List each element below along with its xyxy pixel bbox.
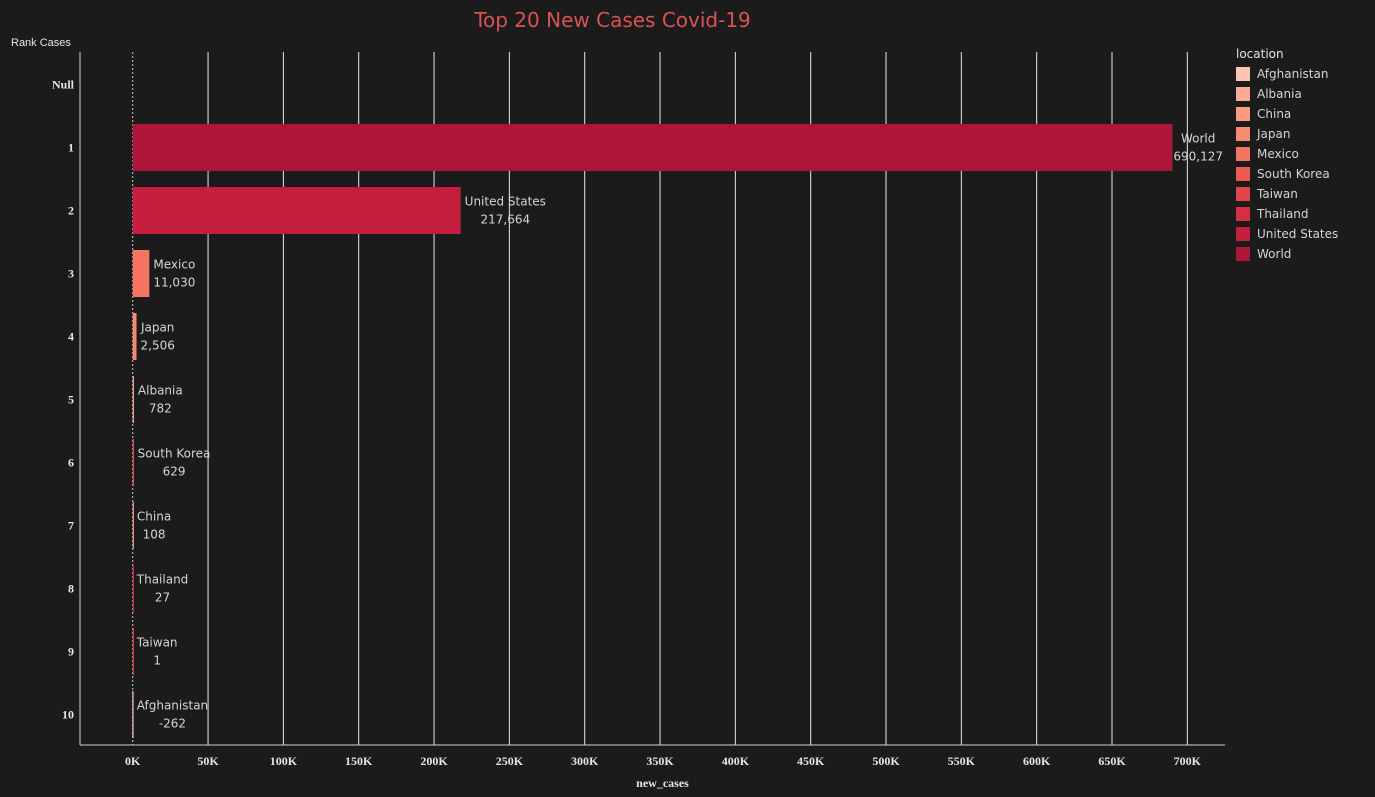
bar-albania[interactable] (132, 376, 134, 423)
x-axis: 0K 50K 100K 150K 200K 250K 300K 350K 400K 450K 500… (79, 52, 1225, 790)
bar-mexico[interactable] (132, 250, 150, 297)
bar-south-korea[interactable] (132, 439, 134, 486)
bar-value-label: 27 (155, 591, 170, 605)
legend-swatch (1236, 147, 1250, 161)
legend-swatch (1236, 67, 1250, 81)
legend-label: South Korea (1257, 167, 1330, 181)
x-tick-label: 650K (1098, 754, 1126, 768)
legend-item-mexico[interactable]: Mexico (1236, 144, 1338, 164)
rank-label: 2 (68, 204, 74, 218)
x-tick-label: 250K (496, 754, 524, 768)
legend-item-afghanistan[interactable]: Afghanistan (1236, 64, 1338, 84)
rank-label: 7 (68, 519, 74, 533)
legend: location Afghanistan Albania China Japan Mex… (1236, 47, 1338, 264)
bar-location-label: China (137, 510, 171, 524)
bar-location-label: Japan (140, 321, 174, 335)
legend-item-taiwan[interactable]: Taiwan (1236, 184, 1338, 204)
x-tick-label: 0K (125, 754, 141, 768)
chart-title: Top 20 New Cases Covid-19 (474, 8, 751, 32)
legend-label: Taiwan (1257, 187, 1298, 201)
legend-item-thailand[interactable]: Thailand (1236, 204, 1338, 224)
bar-value-label: 2,506 (141, 339, 175, 353)
legend-item-south-korea[interactable]: South Korea (1236, 164, 1338, 184)
bar-world[interactable] (132, 124, 1173, 171)
rank-labels: Null 1 2 3 4 5 6 7 8 9 10 (52, 78, 75, 722)
bar-location-label: Mexico (153, 258, 195, 272)
bar-taiwan[interactable] (132, 628, 134, 675)
legend-items: Afghanistan Albania China Japan Mexico South … (1236, 64, 1338, 264)
legend-swatch (1236, 207, 1250, 221)
rank-label: 3 (68, 267, 74, 281)
rank-label: 4 (68, 330, 74, 344)
bar-value-label: 108 (143, 528, 166, 542)
legend-swatch (1236, 227, 1250, 241)
bar-location-label: United States (465, 195, 546, 209)
bar-value-label: 629 (163, 465, 186, 479)
x-tick-label: 200K (420, 754, 448, 768)
legend-label: Mexico (1257, 147, 1299, 161)
x-tick-label: 300K (571, 754, 599, 768)
bar-value-label: 1 (153, 654, 161, 668)
rank-label: 6 (68, 456, 74, 470)
bar-location-label: Taiwan (136, 636, 178, 650)
x-tick-label: 700K (1174, 754, 1202, 768)
bar-value-label: 11,030 (153, 276, 195, 290)
legend-swatch (1236, 107, 1250, 121)
rank-label: 10 (62, 708, 74, 722)
rank-axis-header: Rank Cases (11, 37, 71, 49)
legend-label: China (1257, 107, 1292, 121)
bar-location-label: Albania (138, 384, 183, 398)
bar-value-label: 690,127 (1173, 150, 1223, 164)
bar-value-label: 782 (149, 402, 172, 416)
legend-label: World (1257, 247, 1292, 261)
rank-label: 1 (68, 141, 74, 155)
legend-item-united-states[interactable]: United States (1236, 224, 1338, 244)
legend-label: United States (1257, 227, 1339, 241)
bar-thailand[interactable] (132, 565, 134, 612)
legend-label: Thailand (1257, 207, 1309, 221)
legend-item-china[interactable]: China (1236, 104, 1338, 124)
legend-swatch (1236, 87, 1250, 101)
bar-value-label: -262 (159, 717, 186, 731)
bar-japan[interactable] (132, 313, 137, 360)
legend-title: location (1236, 47, 1284, 61)
legend-swatch (1236, 167, 1250, 181)
x-tick-label: 350K (646, 754, 674, 768)
bar-location-label: Afghanistan (137, 699, 208, 713)
x-tick-label: 550K (948, 754, 976, 768)
bars (132, 124, 1173, 738)
x-tick-label: 500K (872, 754, 900, 768)
x-axis-label: new_cases (636, 776, 689, 790)
bar-china[interactable] (132, 502, 134, 549)
x-tick-label: 400K (722, 754, 750, 768)
legend-item-albania[interactable]: Albania (1236, 84, 1338, 104)
bar-afghanistan[interactable] (132, 691, 134, 738)
legend-swatch (1236, 127, 1250, 141)
bar-value-label: 217,664 (480, 213, 530, 227)
rank-label: 8 (68, 582, 74, 596)
x-tick-label: 100K (270, 754, 298, 768)
x-tick-label: 50K (197, 754, 219, 768)
legend-item-japan[interactable]: Japan (1236, 124, 1338, 144)
rank-label: 5 (68, 393, 74, 407)
x-tick-label: 450K (797, 754, 825, 768)
bar-location-label: South Korea (138, 447, 211, 461)
bar-location-label: World (1181, 132, 1215, 146)
legend-label: Japan (1257, 127, 1291, 141)
legend-label: Afghanistan (1257, 67, 1329, 81)
legend-label: Albania (1257, 87, 1302, 101)
x-tick-label: 600K (1023, 754, 1051, 768)
rank-label: 9 (68, 645, 74, 659)
x-tick-label: 150K (345, 754, 373, 768)
legend-swatch (1236, 247, 1250, 261)
rank-label: Null (52, 78, 75, 92)
bar-united-states[interactable] (132, 187, 461, 234)
legend-swatch (1236, 187, 1250, 201)
legend-item-world[interactable]: World (1236, 244, 1338, 264)
bar-location-label: Thailand (136, 573, 189, 587)
